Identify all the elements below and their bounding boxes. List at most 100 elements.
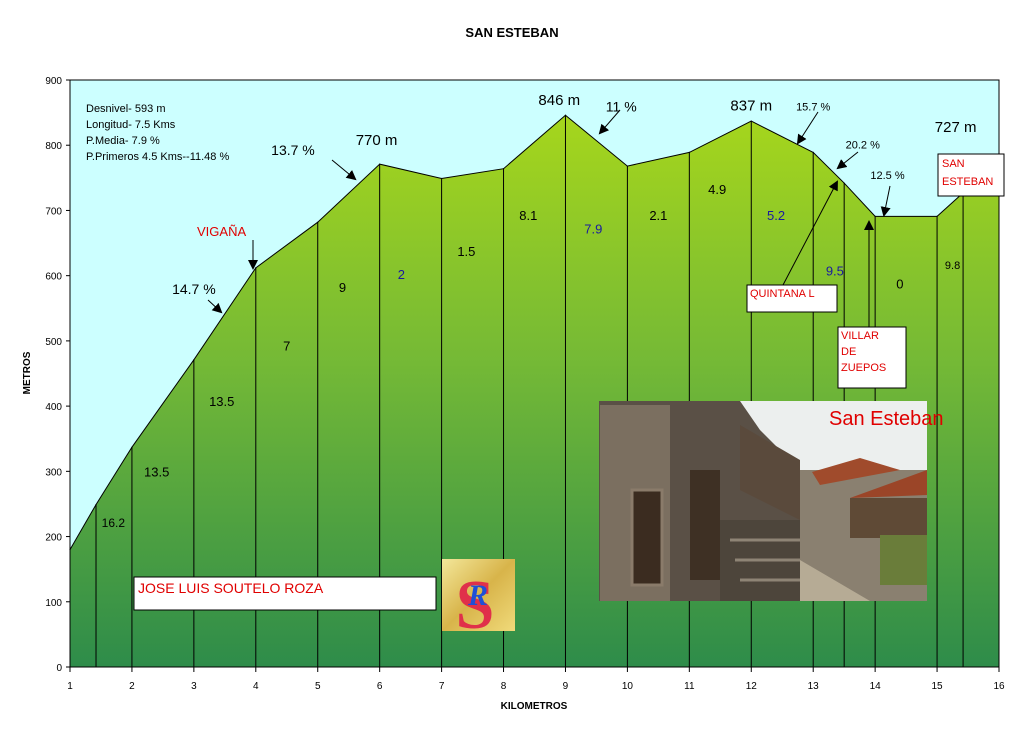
y-tick-label: 900 [45,76,62,87]
y-tick-label: 800 [45,141,62,152]
elevation-points [69,114,1000,551]
villar-label-line: DE [841,346,856,358]
segment-grade-label: 13.5 [144,465,169,480]
summary-line: Longitud- 7.5 Kms [86,119,176,131]
y-tick-label: 700 [45,206,62,217]
summary-block: Desnivel- 593 m Longitud- 7.5 Kms P.Medi… [86,103,229,163]
elevation-point [255,267,257,269]
x-tick-label: 5 [315,681,321,692]
photo-caption: San Esteban [829,408,944,430]
arrow-15-7 [796,111,819,145]
logo-letter-r: R [467,579,488,612]
san-esteban-label-line: SAN [942,158,965,170]
segment-grade-label: 16.2 [102,516,126,530]
elevation-point [69,549,71,551]
san-esteban-box: SAN ESTEBAN [937,153,1005,197]
segment-grade-label: 2.1 [649,208,667,223]
elevation-point [379,163,381,165]
villar-box: VILLAR DE ZUEPOS [837,326,907,389]
x-axis-title: KILOMETROS [501,701,568,712]
x-tick-label: 3 [191,681,197,692]
village-photo [599,401,927,601]
x-tick-label: 6 [377,681,383,692]
x-tick-label: 15 [932,681,944,692]
elevation-point [750,120,752,122]
elevation-point [626,165,629,167]
elevation-point [502,168,505,170]
y-tick-label: 600 [45,272,62,283]
x-tick-label: 14 [870,681,882,692]
summary-line: Desnivel- 593 m [86,103,165,115]
chart-title: SAN ESTEBAN [465,25,558,40]
x-tick-label: 8 [501,681,507,692]
y-axis: 0 100 200 300 400 500 600 700 800 900 [45,76,70,674]
slope-label: 11 % [606,98,637,114]
logo-letter-s: S [456,567,495,644]
arrow-14-7 [207,299,223,314]
author-box: JOSE LUIS SOUTELO ROZA [133,576,437,611]
y-tick-label: 300 [45,467,62,478]
annotation-arrows [207,109,891,327]
y-axis-title: METROS [22,351,33,394]
elevation-point [812,151,814,153]
x-tick-label: 2 [129,681,135,692]
elevation-point [936,215,938,217]
y-tick-label: 400 [45,402,62,413]
segment-grade-label: 9.8 [945,260,960,272]
x-tick-label: 10 [622,681,634,692]
segment-grade-label: 5.2 [767,208,785,223]
altitude-label: 846 m [538,92,580,109]
x-tick-label: 16 [993,681,1005,692]
elevation-point [317,221,319,223]
author-logo: S R [442,559,515,644]
arrow-11 [598,109,621,135]
author-name: JOSE LUIS SOUTELO ROZA [138,580,324,596]
slope-label: 20.2 % [846,139,880,151]
segment-grade-label: 2 [398,267,405,282]
vigana-label: VIGAÑA [197,224,246,239]
summary-line: P.Media- 7.9 % [86,135,160,147]
segment-grade-label: 9.5 [826,264,844,279]
x-axis: 1 2 3 4 5 6 7 8 9 10 11 12 13 14 15 16 [67,667,1005,692]
arrow-13-7 [331,159,357,181]
slope-label: 14.7 % [172,281,216,297]
segment-grade-label: 0 [896,277,903,292]
summary-line: P.Primeros 4.5 Kms--11.48 % [86,151,229,163]
slope-label: 15.7 % [796,102,830,114]
elevation-point [874,215,876,217]
segment-grade-label: 7 [283,339,290,354]
segment-grade-label: 7.9 [584,221,602,236]
y-tick-label: 500 [45,337,62,348]
x-tick-label: 9 [563,681,569,692]
villar-label-line: ZUEPOS [841,362,886,374]
slope-labels: 14.7 % 13.7 % 11 % 15.7 % 20.2 % 12.5 % [172,98,905,297]
arrow-quintanal [782,180,838,286]
quintanal-label: QUINTANA L [750,288,815,300]
arrow-12-5 [880,185,891,217]
x-tick-label: 13 [808,681,820,692]
elevation-point [193,359,195,361]
san-esteban-label-line: ESTEBAN [942,176,993,188]
y-tick-label: 100 [45,598,62,609]
altitude-label: 770 m [356,132,398,149]
elevation-point [688,151,690,153]
altitude-label: 837 m [730,98,772,115]
segment-grade-label: 13.5 [209,394,234,409]
elevation-point [95,503,97,506]
elevation-point [564,114,567,116]
segment-grade-label: 1.5 [457,244,475,259]
x-tick-label: 4 [253,681,259,692]
altitude-label: 727 m [935,119,977,136]
elevation-point [441,177,443,180]
elevation-point [131,446,133,448]
slope-label: 13.7 % [271,142,315,158]
segment-grade-label: 9 [339,280,346,295]
elevation-point [843,182,845,184]
y-tick-label: 0 [56,663,62,674]
x-tick-label: 11 [684,681,695,692]
slope-label: 12.5 % [870,170,904,182]
y-tick-label: 200 [45,533,62,544]
altitude-labels: 770 m 846 m 837 m 727 m [356,92,977,149]
segment-grade-label: 8.1 [519,208,537,223]
